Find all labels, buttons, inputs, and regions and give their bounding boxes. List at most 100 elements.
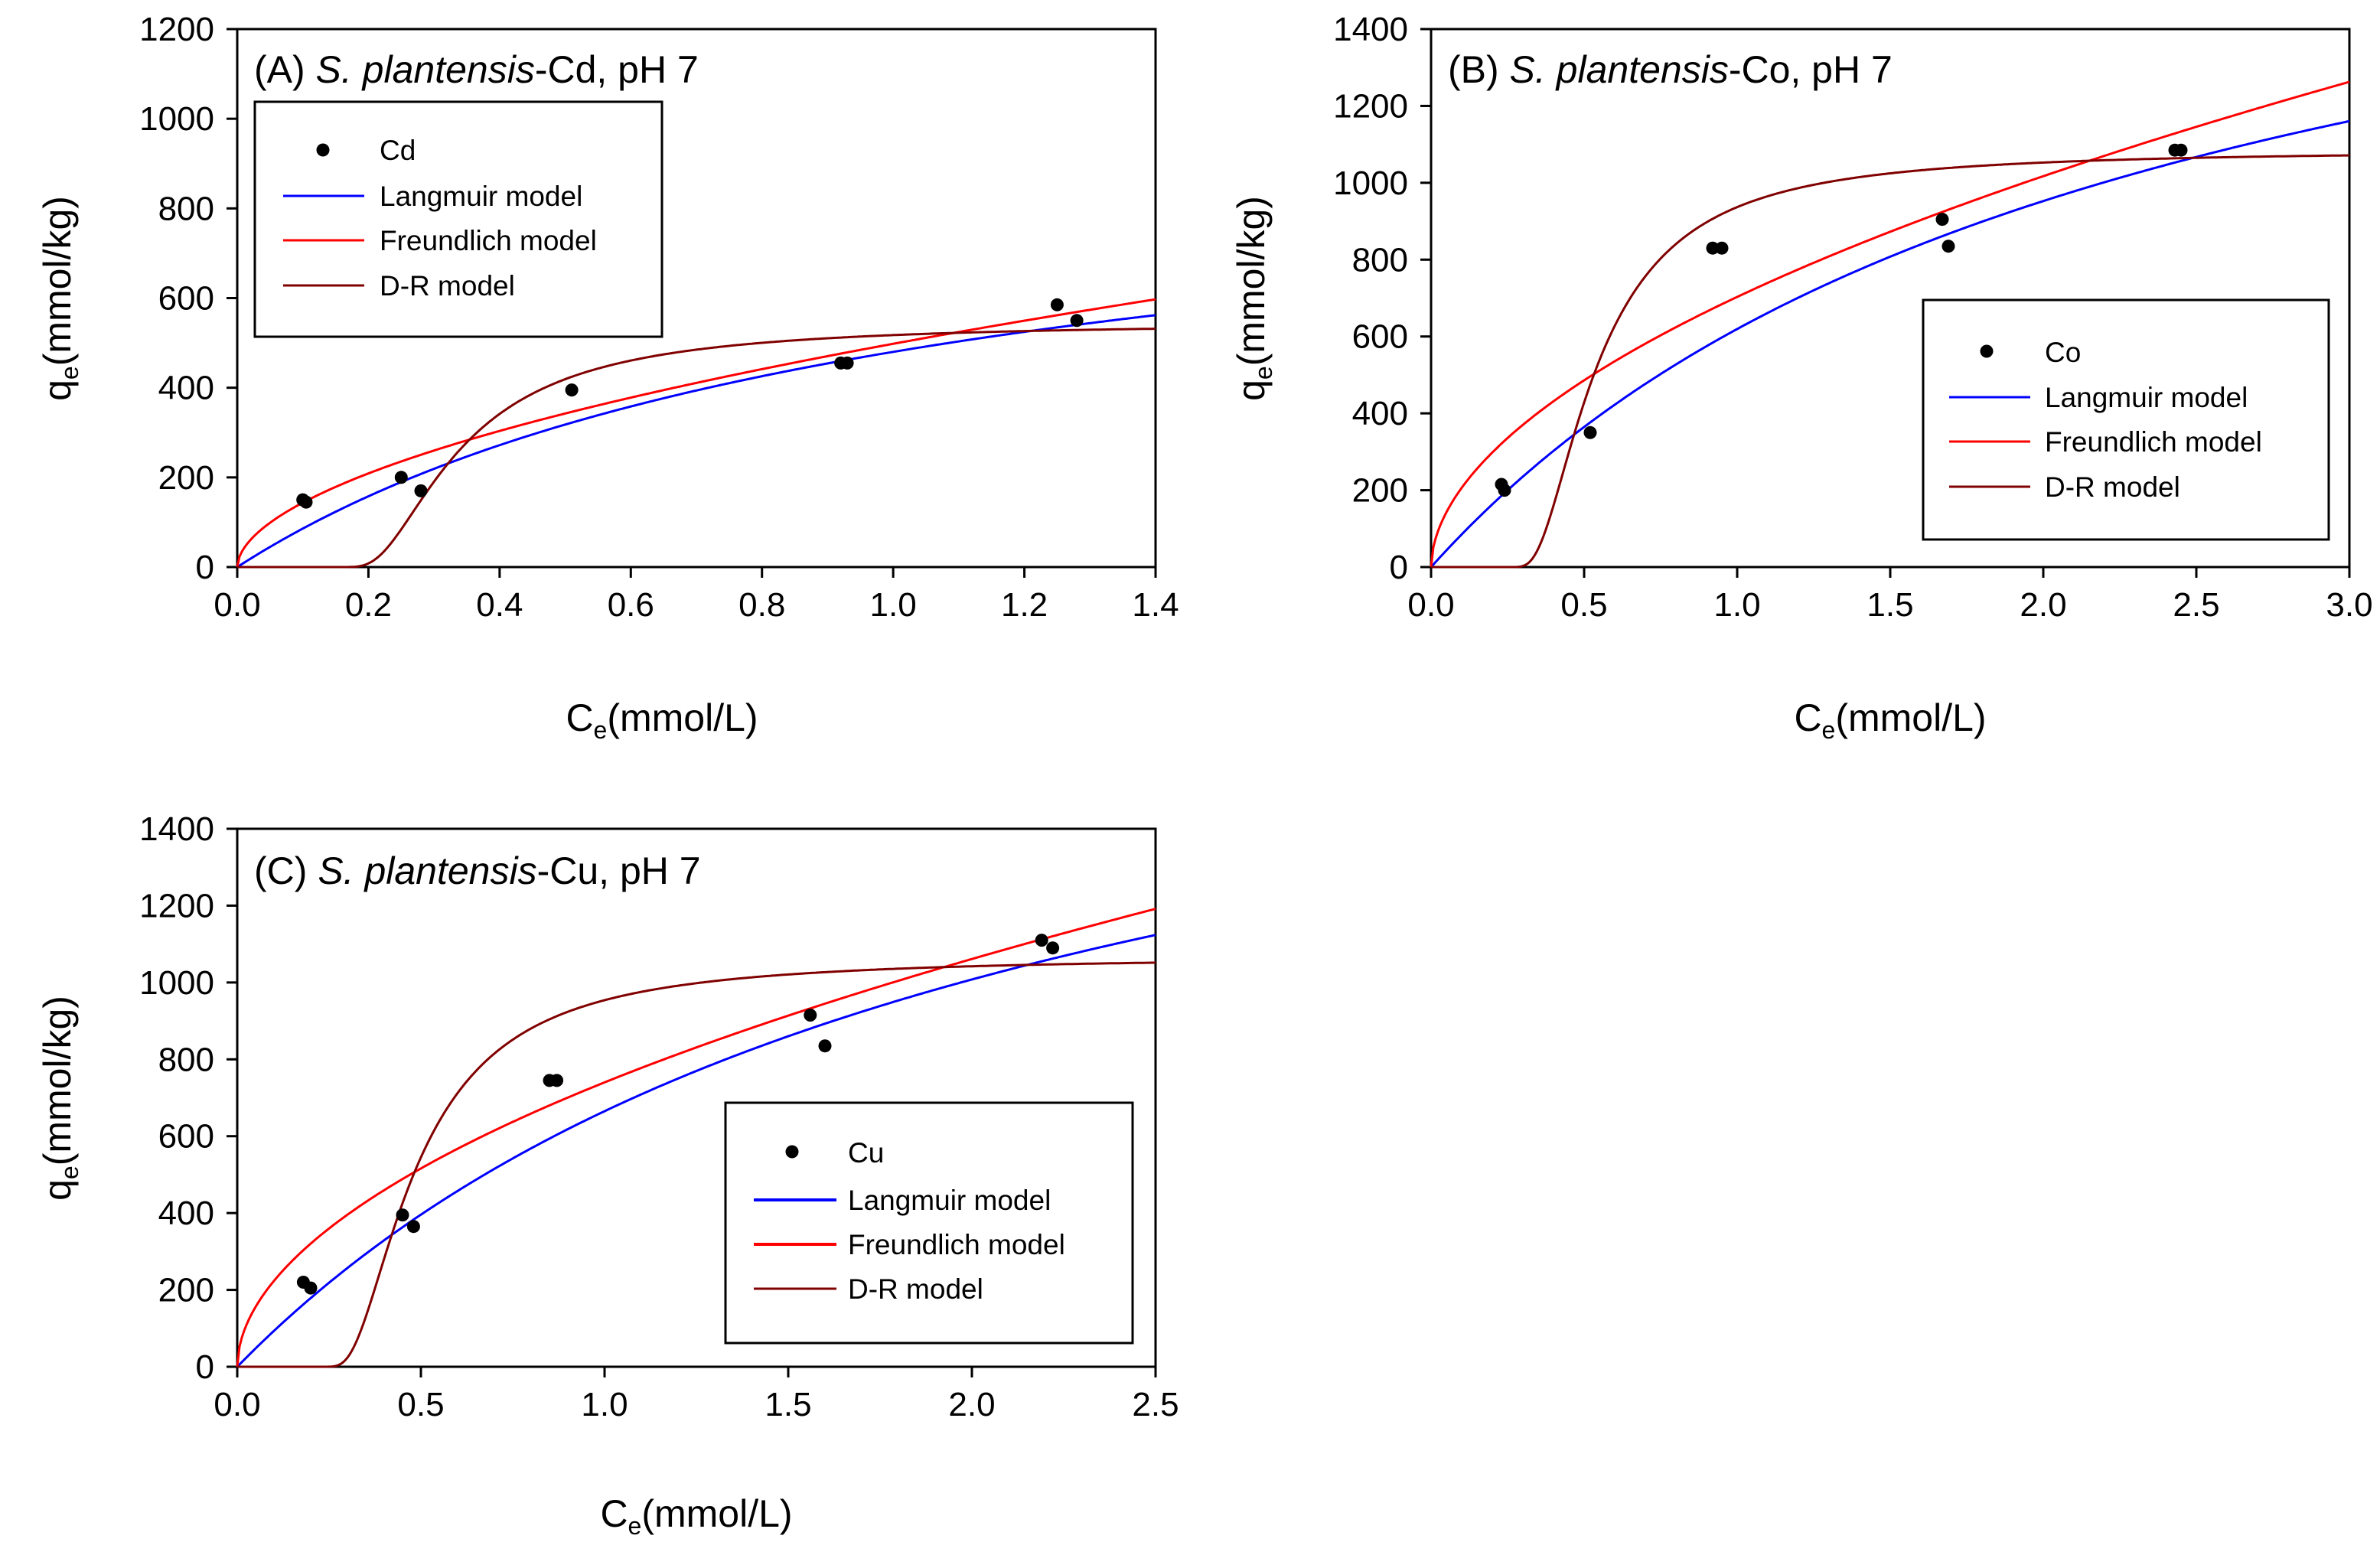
x-tick-label: 0.6 <box>608 586 654 624</box>
x-tick-label: 0.4 <box>476 586 523 624</box>
legend-label-points: Cd <box>380 135 416 166</box>
x-tick-label: 0.0 <box>214 1386 260 1423</box>
y-tick-label: 1000 <box>139 100 214 138</box>
data-point <box>565 383 579 397</box>
data-point <box>304 1281 318 1295</box>
panel-title: (B) S. plantensis-Co, pH 7 <box>1448 48 1893 91</box>
y-tick-label: 1200 <box>139 887 214 924</box>
y-tick-label: 400 <box>1352 395 1408 432</box>
x-tick-label: 1.5 <box>765 1386 811 1423</box>
data-point <box>406 1220 420 1234</box>
langmuir-curve <box>236 314 1156 569</box>
y-tick-label: 0 <box>196 1348 214 1386</box>
legend-label-freundlich: Freundlich model <box>848 1229 1065 1260</box>
data-point <box>1498 484 1511 497</box>
panel-c-cu: 0.0 0.5 1.0 1.5 2.0 2.5 0 200 400 600 800 1000 1200 1… <box>36 810 1179 1540</box>
legend-label-dr: D-R model <box>848 1273 983 1305</box>
data-point <box>804 1009 817 1022</box>
panel-title: (A) S. plantensis-Cd, pH 7 <box>254 48 699 91</box>
y-tick-label: 800 <box>158 190 214 227</box>
legend-label-dr: D-R model <box>2045 471 2180 503</box>
x-axis-label: Ce(mmol/L) <box>566 696 758 744</box>
x-tick-label: 2.5 <box>2173 586 2219 624</box>
dr-curve <box>237 961 1156 1368</box>
y-tick-label: 1000 <box>139 964 214 1002</box>
x-tick-label: 0.2 <box>345 586 392 624</box>
x-tick-label: 1.0 <box>870 586 917 624</box>
legend-label-freundlich: Freundlich model <box>380 225 597 256</box>
y-tick-label: 1000 <box>1333 165 1408 202</box>
x-axis-label: Ce(mmol/L) <box>1794 696 1986 744</box>
data-point <box>299 495 313 509</box>
x-tick-label: 2.0 <box>2020 586 2066 624</box>
panel-title: (C) S. plantensis-Cu, pH 7 <box>254 849 701 892</box>
y-tick-label: 0 <box>196 549 214 586</box>
x-tick-label: 0.5 <box>397 1386 444 1423</box>
y-tick-label: 600 <box>1352 318 1408 356</box>
x-tick-label: 1.4 <box>1132 586 1179 624</box>
legend: Cu Langmuir model Freundlich model D-R m… <box>724 1101 1134 1345</box>
x-tick-label: 3.0 <box>2326 586 2372 624</box>
x-tick-label: 1.5 <box>1867 586 1913 624</box>
legend-label-langmuir: Langmuir model <box>848 1185 1051 1216</box>
x-tick-label: 0.5 <box>1560 586 1607 624</box>
legend-label-langmuir: Langmuir model <box>380 181 582 212</box>
x-tick-label: 0.8 <box>738 586 785 624</box>
legend: Cd Langmuir model Freundlich model D-R m… <box>253 100 663 338</box>
data-point <box>2174 143 2188 157</box>
y-tick-label: 1200 <box>1333 87 1408 125</box>
panel-a-cd: 0.0 0.2 0.4 0.6 0.8 1.0 1.2 1.4 0 200 400 600 800 100… <box>36 11 1179 744</box>
data-point <box>1706 241 1720 255</box>
x-axis-label: Ce(mmol/L) <box>600 1492 792 1540</box>
y-tick-label: 1200 <box>139 11 214 48</box>
legend-marker-points <box>316 143 330 157</box>
y-tick-label: 400 <box>158 370 214 407</box>
y-tick-label: 0 <box>1390 549 1408 586</box>
data-points <box>1495 143 2188 497</box>
legend-box <box>1922 298 2330 541</box>
legend-marker-points <box>1980 344 1994 358</box>
x-tick-label: 1.0 <box>1713 586 1760 624</box>
freundlich-curve <box>1430 80 2350 568</box>
model-curves <box>236 298 1156 569</box>
data-point <box>840 356 854 370</box>
legend-label-points: Co <box>2045 337 2081 368</box>
y-tick-label: 400 <box>158 1195 214 1232</box>
x-tick-label: 1.2 <box>1001 586 1048 624</box>
data-points <box>296 934 1060 1295</box>
data-point <box>396 1208 409 1222</box>
y-axis-label: qe(mmol/kg) <box>1230 196 1277 401</box>
x-tick-label: 2.0 <box>948 1386 995 1423</box>
x-tick-label: 2.5 <box>1132 1386 1179 1423</box>
model-curves <box>236 908 1156 1368</box>
data-point <box>1941 240 1955 253</box>
dr-curve <box>237 328 1156 569</box>
y-tick-label: 600 <box>158 1118 214 1156</box>
y-axis-label: qe(mmol/kg) <box>36 996 83 1201</box>
data-point <box>550 1074 564 1087</box>
data-point <box>1935 213 1949 227</box>
plot-frame <box>236 827 1157 1368</box>
y-tick-label: 200 <box>1352 472 1408 510</box>
legend-label-freundlich: Freundlich model <box>2045 426 2262 458</box>
model-curves <box>1430 80 2350 569</box>
axis-ticks: 0.0 0.2 0.4 0.6 0.8 1.0 1.2 1.4 0 200 400 600 800 100… <box>139 11 1179 624</box>
legend: Co Langmuir model Freundlich model D-R m… <box>1922 298 2330 541</box>
y-tick-label: 800 <box>1352 241 1408 279</box>
legend-box <box>253 100 663 338</box>
freundlich-curve <box>236 298 1156 568</box>
data-point <box>818 1039 832 1053</box>
legend-label-langmuir: Langmuir model <box>2045 382 2248 413</box>
y-tick-label: 200 <box>158 459 214 497</box>
panel-b-co: 0.0 0.5 1.0 1.5 2.0 2.5 3.0 0 200 400 600 800 1000 12… <box>1230 11 2373 744</box>
data-points <box>296 298 1084 509</box>
y-tick-label: 1400 <box>139 810 214 848</box>
legend-label-points: Cu <box>848 1137 884 1169</box>
data-point <box>1046 941 1060 955</box>
x-tick-label: 0.0 <box>1407 586 1454 624</box>
axis-ticks: 0.0 0.5 1.0 1.5 2.0 2.5 3.0 0 200 400 600 800 1000 12… <box>1333 11 2372 624</box>
data-point <box>394 471 408 484</box>
x-tick-label: 0.0 <box>214 586 260 624</box>
legend-marker-points <box>785 1145 799 1159</box>
